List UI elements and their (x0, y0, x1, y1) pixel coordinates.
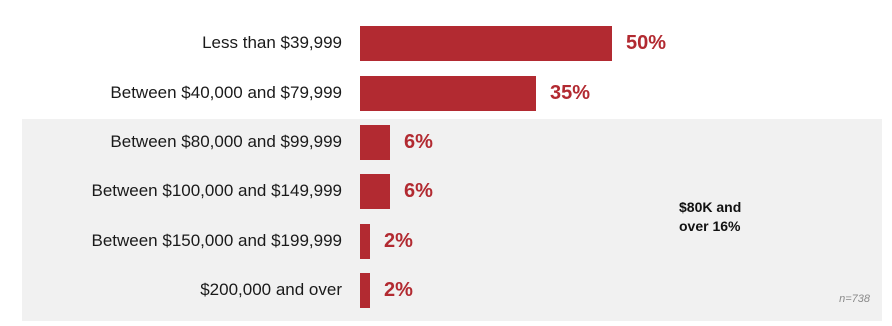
category-label: $200,000 and over (200, 280, 342, 299)
category-label: Less than $39,999 (202, 33, 342, 52)
value-label: 6% (404, 180, 433, 202)
bar (360, 272, 370, 308)
category-label: Between $40,000 and $79,999 (110, 83, 342, 102)
category-label: Between $80,000 and $99,999 (110, 132, 342, 151)
value-label: 35% (550, 82, 591, 104)
highlight-panel (22, 119, 882, 321)
category-label: Between $100,000 and $149,999 (91, 181, 342, 200)
bar (360, 223, 370, 259)
value-label: 2% (384, 230, 413, 252)
value-label: 6% (404, 131, 433, 153)
bar (360, 75, 536, 111)
group-summary-label: $80K and over 16% (679, 199, 742, 234)
bar (360, 173, 390, 209)
bar (360, 25, 612, 61)
value-label: 50% (626, 32, 667, 54)
value-label: 2% (384, 279, 413, 301)
sample-size-label: n=738 (839, 293, 870, 305)
bar (360, 124, 390, 160)
category-label: Between $150,000 and $199,999 (91, 231, 342, 250)
